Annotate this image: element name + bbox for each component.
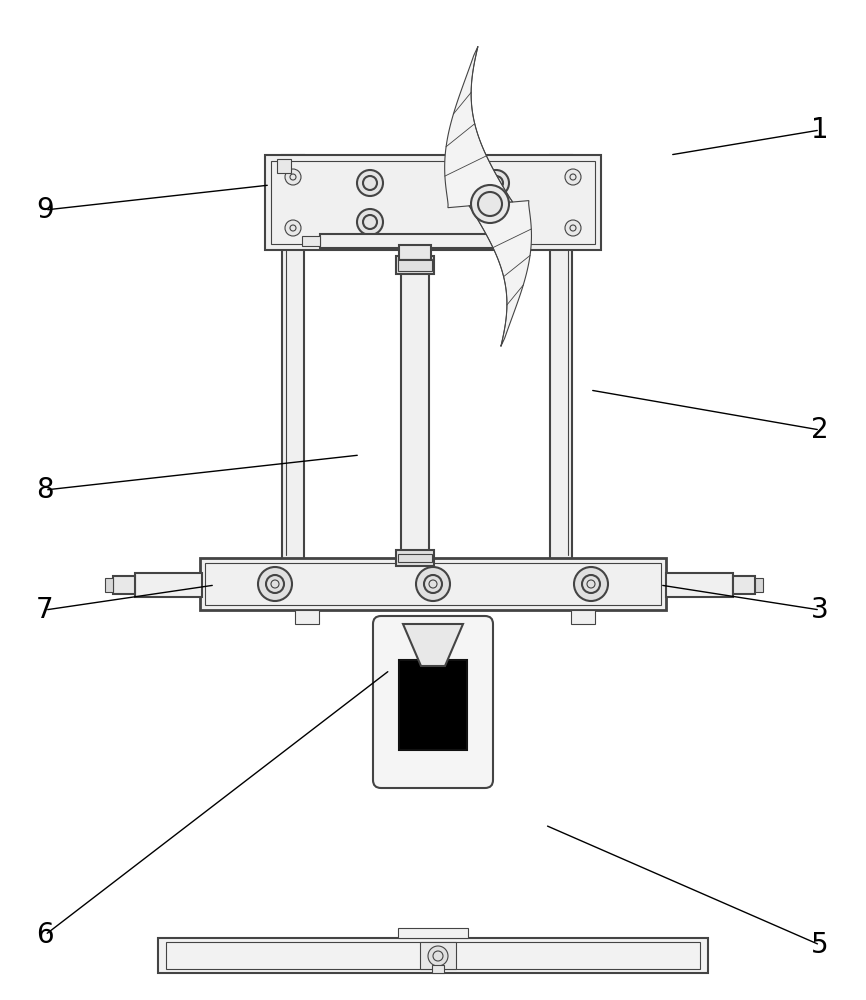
Bar <box>396 256 434 274</box>
Bar <box>432 965 444 973</box>
Circle shape <box>483 209 509 235</box>
Polygon shape <box>469 201 532 346</box>
Bar <box>320 234 510 248</box>
Text: 7: 7 <box>36 596 54 624</box>
Bar <box>295 610 319 624</box>
Circle shape <box>416 567 450 601</box>
Bar <box>550 155 572 560</box>
Bar <box>271 161 595 244</box>
Text: 6: 6 <box>36 921 54 949</box>
Polygon shape <box>444 46 513 208</box>
Bar <box>302 236 320 246</box>
Circle shape <box>574 567 608 601</box>
Circle shape <box>565 169 581 185</box>
Bar <box>398 554 432 562</box>
Bar <box>135 573 202 597</box>
Bar <box>166 942 700 969</box>
Bar <box>399 660 467 750</box>
Bar <box>420 942 456 969</box>
Bar <box>733 576 755 594</box>
Circle shape <box>357 170 383 196</box>
Circle shape <box>483 170 509 196</box>
Bar <box>399 245 431 260</box>
Polygon shape <box>403 624 463 666</box>
Circle shape <box>428 946 448 966</box>
Circle shape <box>285 169 301 185</box>
Bar <box>200 558 666 610</box>
Bar <box>398 928 468 938</box>
Text: 5: 5 <box>811 931 829 959</box>
Bar <box>105 578 113 592</box>
Text: 3: 3 <box>811 596 829 624</box>
Text: 2: 2 <box>811 416 829 444</box>
Bar <box>158 938 708 973</box>
Circle shape <box>471 185 509 223</box>
Bar <box>277 159 291 173</box>
Circle shape <box>285 220 301 236</box>
Bar <box>396 550 434 566</box>
Text: 9: 9 <box>36 196 54 224</box>
Circle shape <box>357 209 383 235</box>
Bar <box>113 576 135 594</box>
Bar <box>265 155 601 250</box>
Circle shape <box>258 567 292 601</box>
Bar <box>755 578 763 592</box>
FancyBboxPatch shape <box>373 616 493 788</box>
Bar <box>398 259 432 271</box>
Text: 8: 8 <box>36 476 54 504</box>
Circle shape <box>565 220 581 236</box>
Bar <box>282 155 304 560</box>
Bar <box>205 563 661 605</box>
Text: 1: 1 <box>811 116 829 144</box>
Bar <box>510 236 528 246</box>
Bar <box>486 221 494 234</box>
Bar <box>571 610 595 624</box>
Bar <box>666 573 733 597</box>
Bar <box>401 260 429 558</box>
